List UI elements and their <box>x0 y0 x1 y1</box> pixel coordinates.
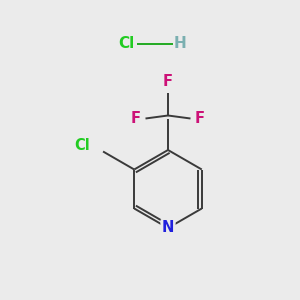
Text: H: H <box>174 36 186 51</box>
Text: F: F <box>131 111 141 126</box>
Text: N: N <box>162 220 174 236</box>
Text: F: F <box>195 111 205 126</box>
Text: F: F <box>163 74 173 88</box>
Text: Cl: Cl <box>118 36 134 51</box>
Text: Cl: Cl <box>74 138 90 153</box>
